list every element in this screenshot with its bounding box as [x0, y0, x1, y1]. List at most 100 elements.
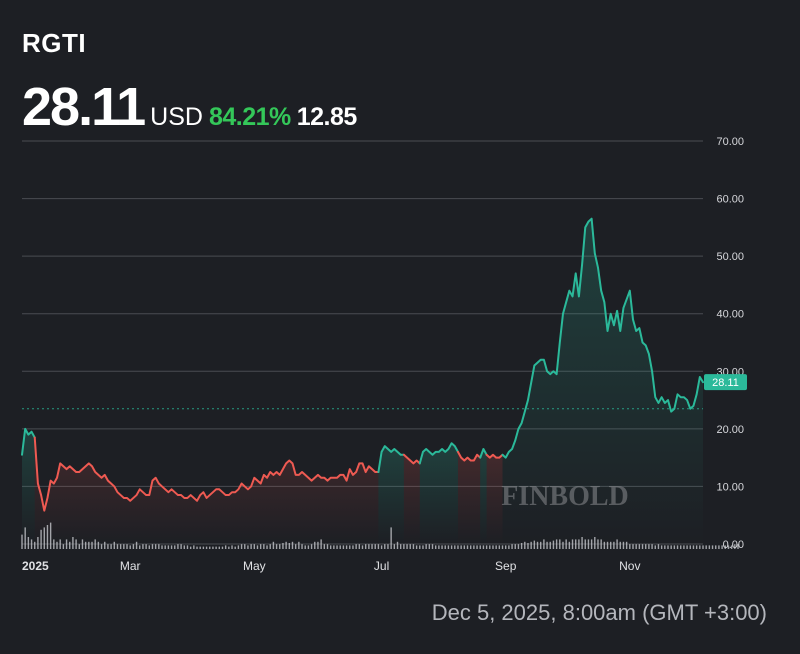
price-line-up: [501, 217, 704, 459]
volume-bar: [533, 540, 536, 549]
volume-bar: [221, 546, 224, 549]
volume-bar: [247, 545, 249, 549]
volume-bar: [75, 539, 77, 549]
volume-bar: [734, 544, 736, 549]
volume-bar: [622, 541, 625, 549]
volume-bar: [339, 545, 341, 549]
volume-bar: [107, 544, 109, 549]
volume-bar: [342, 545, 345, 549]
volume-bar: [708, 545, 711, 549]
volume-bar: [527, 543, 529, 549]
volume-bar: [84, 541, 87, 549]
volume-bar: [205, 546, 208, 549]
volume-bar: [371, 544, 373, 549]
volume-bar: [438, 545, 440, 549]
volume-bar: [686, 545, 688, 549]
volume-bar: [645, 544, 647, 549]
volume-bar: [288, 543, 291, 549]
volume-bar: [651, 544, 653, 549]
price-line-down: [402, 453, 421, 465]
volume-bar: [610, 541, 612, 549]
volume-bar: [498, 545, 501, 549]
header: RGTI: [22, 28, 86, 59]
volume-bar: [62, 544, 65, 549]
volume-bar: [186, 545, 189, 549]
volume-bar: [625, 541, 628, 549]
volume-bar: [291, 541, 294, 549]
volume-bar: [444, 545, 446, 549]
volume-bar: [543, 539, 545, 549]
volume-bar: [616, 539, 618, 549]
volume-bar: [695, 545, 698, 549]
ticker-symbol: RGTI: [22, 28, 87, 58]
volume-bar: [568, 541, 571, 549]
volume-bar: [228, 546, 230, 549]
volume-bar: [505, 545, 507, 549]
volume-bar: [329, 545, 332, 549]
volume-bar: [667, 545, 669, 549]
volume-bar: [151, 544, 154, 549]
volume-bar: [454, 545, 456, 549]
volume-bar: [711, 545, 714, 549]
volume-bar: [434, 545, 437, 549]
volume-bar: [600, 539, 602, 549]
volume-bar: [549, 541, 551, 549]
price-area-down: [486, 454, 503, 544]
y-tick-label: 50.00: [716, 251, 744, 263]
volume-bar: [613, 541, 615, 549]
finbold-watermark: FINBOLD: [501, 481, 629, 512]
volume-bar: [463, 545, 466, 549]
volume-bar: [482, 545, 485, 549]
volume-bar: [272, 541, 275, 549]
last-price-tag: [704, 374, 747, 391]
volume-bar: [97, 541, 100, 549]
volume-bar: [546, 541, 548, 549]
price-line-up: [479, 448, 488, 459]
volume-bar: [177, 544, 179, 549]
volume-bar: [24, 527, 26, 549]
volume-bar: [145, 544, 147, 549]
volume-bar: [641, 544, 644, 549]
volume-bar: [466, 545, 469, 549]
price-line-down: [485, 453, 504, 459]
volume-bar: [310, 544, 313, 549]
volume-bar: [320, 539, 322, 549]
volume-bar: [559, 539, 561, 549]
absolute-change: 12.85: [296, 103, 358, 131]
volume-bar: [562, 541, 564, 549]
volume-bar: [317, 541, 319, 549]
volume-bar: [393, 544, 396, 549]
volume-bar: [606, 541, 609, 549]
volume-bar: [154, 544, 157, 549]
volume-bar: [72, 537, 74, 549]
volume-bar: [88, 541, 90, 549]
volume-bar: [21, 534, 23, 549]
price-line-up: [21, 427, 36, 456]
price-area-down: [403, 454, 420, 544]
volume-bar: [399, 544, 402, 549]
volume-bar: [683, 545, 685, 549]
volume-bar: [135, 541, 138, 549]
volume-bar: [629, 544, 631, 549]
timestamp: Dec 5, 2025, 8:00am (GMT +3:00): [431, 600, 767, 625]
volume-bar: [581, 537, 583, 549]
volume-bar: [56, 541, 58, 549]
volume-bar: [91, 541, 93, 549]
volume-bar: [40, 529, 42, 549]
volume-bar: [457, 545, 459, 549]
volume-bar: [718, 545, 720, 549]
volume-bar: [304, 545, 306, 549]
volume-bar: [670, 545, 672, 549]
volume-bar: [724, 545, 726, 549]
volume-bar: [374, 544, 376, 549]
volume-bar: [715, 545, 717, 549]
volume-bar: [578, 539, 580, 549]
volume-bar: [314, 541, 316, 549]
volume-bar: [81, 539, 84, 549]
last-price-label: 28.11: [712, 377, 739, 389]
volume-bar: [387, 544, 389, 549]
volume-bar: [46, 525, 49, 549]
currency-label: USD: [150, 103, 203, 131]
volume-bar: [638, 544, 641, 549]
volume-bar: [250, 544, 252, 549]
